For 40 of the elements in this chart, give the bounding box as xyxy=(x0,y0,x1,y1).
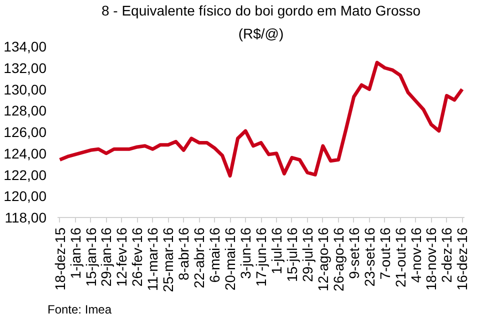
x-tick-label: 6-mai-16 xyxy=(206,227,223,283)
x-tick-label: 15-jul-16 xyxy=(284,227,300,282)
x-tick-label: 18-dez-15 xyxy=(52,227,68,291)
chart-subtitle: (R$/@) xyxy=(238,26,284,42)
x-tick-label: 12-fev-16 xyxy=(114,227,130,287)
y-tick-label: 130,00 xyxy=(4,81,47,98)
x-tick-label: 17-jun-16 xyxy=(253,227,269,287)
x-tick-label: 16-dez-16 xyxy=(454,227,470,291)
x-tick-label: 8-abr-16 xyxy=(176,227,192,280)
x-tick-label: 22-abr-16 xyxy=(191,227,208,288)
x-tick-label: 7-out-16 xyxy=(376,227,393,280)
x-tick-label: 21-out-16 xyxy=(392,227,408,288)
x-tick-label: 12-ago-16 xyxy=(314,227,331,292)
x-tick-label: 9-set-16 xyxy=(346,227,362,279)
y-tick-label: 124,00 xyxy=(4,145,47,162)
x-tick-label: 1-jan-16 xyxy=(67,227,84,279)
x-tick-label: 25-mar-16 xyxy=(160,227,176,292)
x-tick-label: 11-mar-16 xyxy=(144,227,161,292)
x-tick-label: 18-nov-16 xyxy=(423,227,440,291)
chart-title: 8 - Equivalente físico do boi gordo em Mato Grosso xyxy=(101,2,421,18)
source-note: Fonte: Imea xyxy=(48,302,112,316)
x-tick-label: 29-jul-16 xyxy=(299,227,316,282)
x-tick-label: 3-jun-16 xyxy=(238,227,254,279)
y-tick-label: 134,00 xyxy=(4,38,47,54)
y-tick-label: 132,00 xyxy=(4,60,47,76)
y-tick-label: 126,00 xyxy=(4,124,47,140)
x-tick-label: 2-dez-16 xyxy=(438,227,455,283)
x-tick-label: 4-nov-16 xyxy=(408,227,424,283)
x-tick-label: 1-jul-16 xyxy=(268,227,284,274)
x-tick-label: 26-ago-16 xyxy=(330,227,346,292)
x-tick-label: 29-jan-16 xyxy=(98,227,114,287)
x-tick-label: 15-jan-16 xyxy=(82,227,99,287)
line-series xyxy=(58,60,464,178)
x-tick-label: 20-mai-16 xyxy=(222,227,238,291)
x-tick-label: 23-set-16 xyxy=(361,227,378,287)
x-tick-label: 26-fev-16 xyxy=(129,227,146,287)
y-tick-label: 120,00 xyxy=(4,188,47,204)
y-tick-label: 118,00 xyxy=(4,210,47,226)
y-tick-label: 122,00 xyxy=(4,166,47,183)
y-tick-label: 128,00 xyxy=(4,102,47,119)
